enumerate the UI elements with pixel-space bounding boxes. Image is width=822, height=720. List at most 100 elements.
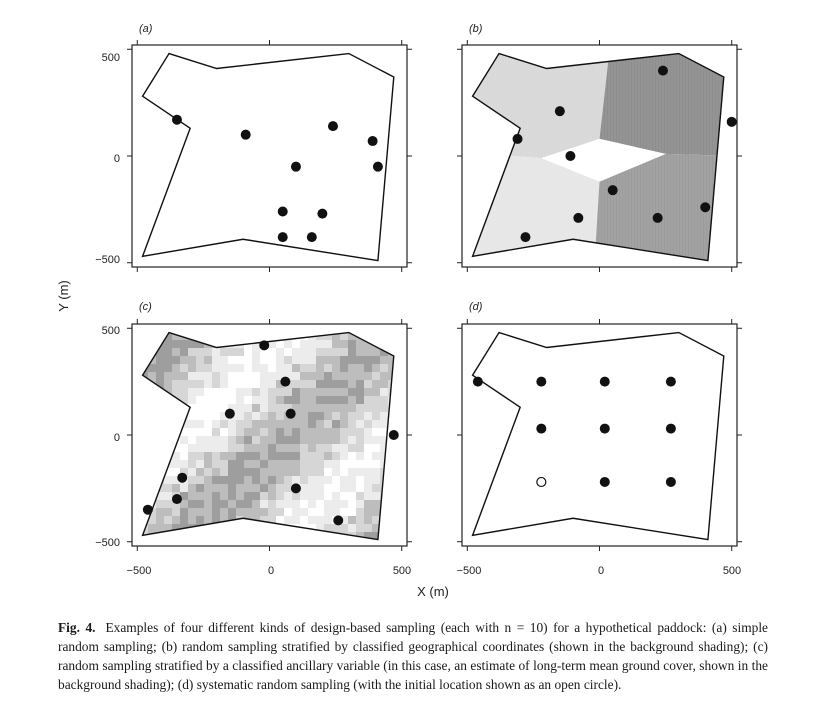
- shading-cell: [252, 500, 260, 508]
- shading-cell: [356, 348, 364, 356]
- shading-cell: [212, 356, 220, 364]
- shading-cell: [164, 476, 172, 484]
- shading-cell: [372, 420, 380, 428]
- initial-sample-point-open: [536, 476, 547, 488]
- shading-cell: [204, 500, 212, 508]
- shading-cell: [404, 340, 412, 348]
- shading-cell: [164, 340, 172, 348]
- shading-cell: [308, 452, 316, 460]
- shading-cell: [132, 508, 140, 516]
- shading-cell: [364, 516, 372, 524]
- shading-cell: [292, 348, 300, 356]
- shading-cell: [180, 396, 188, 404]
- shading-cell: [268, 396, 276, 404]
- shading-cell: [276, 444, 284, 452]
- shading-cell: [220, 428, 228, 436]
- shading-cell: [364, 348, 372, 356]
- shading-cell: [380, 380, 388, 388]
- shading-cell: [212, 324, 220, 332]
- shading-cell: [260, 396, 268, 404]
- shading-cell: [180, 436, 188, 444]
- shading-cell: [292, 436, 300, 444]
- shading-cell: [244, 356, 252, 364]
- shading-cell: [132, 500, 140, 508]
- shading-cell: [188, 516, 196, 524]
- shading-cell: [292, 532, 300, 540]
- shading-cell: [324, 396, 332, 404]
- shading-cell: [324, 516, 332, 524]
- shading-cell: [372, 372, 380, 380]
- shading-cell: [204, 540, 212, 548]
- shading-cell: [204, 420, 212, 428]
- shading-cell: [388, 500, 394, 508]
- shading-cell: [156, 420, 164, 428]
- shading-cell: [300, 420, 308, 428]
- shading-cell: [142, 380, 148, 388]
- shading-cell: [300, 364, 308, 372]
- shading-cell: [356, 396, 364, 404]
- shading-cell: [228, 436, 236, 444]
- shading-cell: [180, 428, 188, 436]
- shading-cell: [404, 388, 412, 396]
- shading-cell: [204, 468, 212, 476]
- shading-cell: [228, 380, 236, 388]
- shading-cell: [156, 516, 164, 524]
- shading-cell: [220, 436, 228, 444]
- shading-cell: [380, 524, 388, 532]
- shading-cell: [388, 516, 394, 524]
- shading-cell: [228, 420, 236, 428]
- shading-cell: [284, 396, 292, 404]
- sample-point: [665, 423, 676, 434]
- shading-cell: [268, 468, 276, 476]
- shading-cell: [388, 388, 394, 396]
- shading-cell: [228, 396, 236, 404]
- shading-cell: [268, 356, 276, 364]
- shading-cell: [204, 436, 212, 444]
- shading-cell: [172, 420, 180, 428]
- shading-cell: [356, 492, 364, 500]
- shading-cell: [340, 468, 348, 476]
- shading-cell: [132, 396, 140, 404]
- shading-cell: [220, 324, 228, 332]
- shading-cell: [332, 436, 340, 444]
- shading-cell: [252, 420, 260, 428]
- sample-point: [333, 515, 344, 526]
- shading-cell: [404, 332, 412, 340]
- shading-cell: [292, 452, 300, 460]
- x-tick-right-500: 500: [723, 565, 741, 577]
- shading-cell: [164, 508, 172, 516]
- shading-cell: [332, 412, 340, 420]
- shading-cell: [252, 372, 260, 380]
- shading-cell: [356, 500, 364, 508]
- shading-cell: [316, 532, 324, 540]
- shading-cell: [188, 532, 196, 540]
- shading-cell: [260, 356, 268, 364]
- shading-cell: [132, 324, 140, 332]
- shading-cell: [212, 500, 220, 508]
- shading-cell: [364, 340, 372, 348]
- shading-cell: [164, 324, 172, 332]
- shading-cell: [252, 332, 260, 340]
- shading-cell: [268, 500, 276, 508]
- shading-cell: [316, 492, 324, 500]
- shading-cell: [148, 452, 156, 460]
- shading-cell: [188, 508, 196, 516]
- shading-cell: [340, 428, 348, 436]
- shading-cell: [260, 428, 268, 436]
- figure-caption: Fig. 4. Examples of four different kinds …: [58, 618, 768, 694]
- shading-cell: [204, 460, 212, 468]
- shading-cell: [380, 356, 388, 364]
- shading-cell: [332, 484, 340, 492]
- shading-cell: [332, 452, 340, 460]
- shading-cell: [188, 324, 196, 332]
- shading-cell: [148, 388, 156, 396]
- shading-cell: [260, 492, 268, 500]
- shading-cell: [244, 484, 252, 492]
- shading-cell: [228, 532, 236, 540]
- shading-cell: [324, 500, 332, 508]
- shading-cell: [220, 388, 228, 396]
- shading-cell: [188, 412, 196, 420]
- shading-cell: [292, 500, 300, 508]
- shading-cell: [404, 356, 412, 364]
- shading-cell: [284, 468, 292, 476]
